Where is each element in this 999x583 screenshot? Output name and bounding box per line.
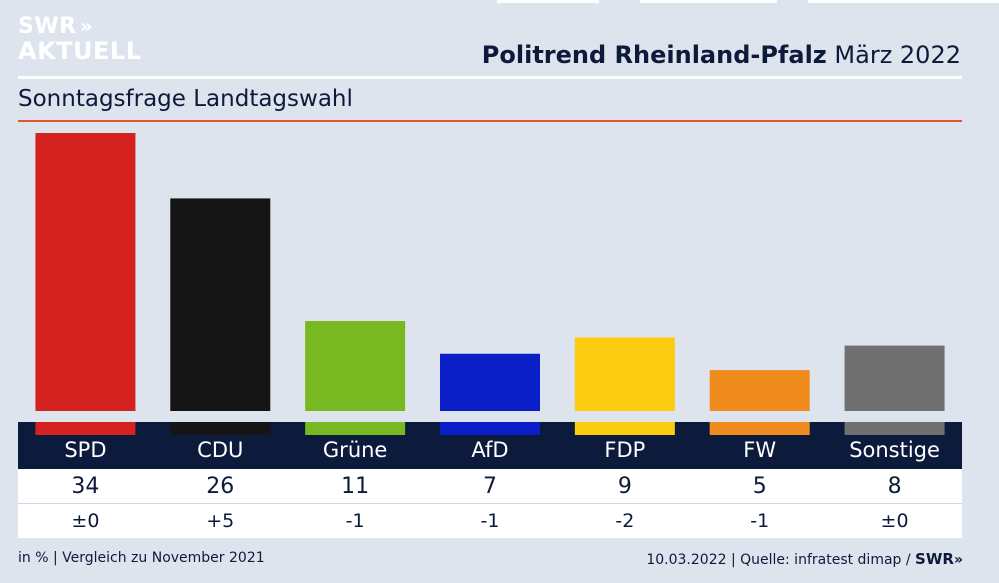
footer-chevrons-icon: »: [953, 552, 963, 568]
category-label: FW: [743, 438, 777, 462]
category-label: Sonstige: [849, 438, 940, 462]
subtitle-divider: [18, 120, 962, 122]
footer-note: in % | Vergleich zu November 2021: [18, 550, 265, 566]
change-label: ±0: [880, 510, 909, 532]
chart-subtitle: Sonntagsfrage Landtagswahl: [18, 86, 353, 112]
top-edge-line-3: [808, 0, 999, 3]
bar-grüne: [305, 321, 406, 411]
value-label: 9: [617, 474, 632, 499]
bar-strip-afd: [440, 422, 540, 435]
bar-strip-cdu: [170, 422, 271, 435]
category-label: AfD: [471, 438, 509, 462]
bar-cdu: [170, 198, 271, 411]
top-edge-line-1: [497, 0, 599, 3]
change-label: -1: [480, 510, 500, 532]
value-label: 5: [752, 474, 767, 499]
logo-aktuell-text: AKTUELL: [18, 37, 142, 65]
swr-aktuell-logo: SWR» AKTUELL: [18, 14, 142, 64]
values-table-divider: [18, 503, 962, 504]
category-label: CDU: [197, 438, 244, 462]
value-label: 34: [71, 474, 100, 499]
logo-swr-text: SWR: [18, 14, 77, 39]
bar-sonstige: [844, 345, 945, 411]
chart-title: Politrend Rheinland-Pfalz: [481, 41, 827, 69]
footer-brand: SWR: [915, 550, 954, 568]
chart-date: März 2022: [834, 41, 961, 69]
change-label: -1: [345, 510, 365, 532]
change-label: -2: [615, 510, 635, 532]
footer-source: 10.03.2022 | Quelle: infratest dimap / S…: [646, 550, 963, 568]
change-label: -1: [750, 510, 770, 532]
header-divider: [18, 76, 962, 79]
bar-strip-fdp: [574, 422, 675, 435]
bar-strip-spd: [35, 422, 136, 435]
value-label: 26: [206, 474, 235, 499]
bar-spd: [35, 133, 136, 411]
bar-fw: [709, 370, 810, 411]
top-edge-line-2: [640, 0, 777, 3]
bar-fdp: [574, 337, 675, 411]
value-label: 11: [341, 474, 370, 499]
bar-afd: [440, 353, 540, 411]
chart-headline: Politrend Rheinland-Pfalz März 2022: [482, 41, 961, 69]
change-label: +5: [206, 510, 235, 532]
category-label: Grüne: [322, 438, 388, 462]
value-label: 8: [887, 474, 902, 499]
category-label: SPD: [64, 438, 107, 462]
change-label: ±0: [71, 510, 100, 532]
bar-strip-grüne: [305, 422, 406, 435]
value-label: 7: [483, 474, 497, 499]
category-label: FDP: [604, 438, 646, 462]
footer-source-text: 10.03.2022 | Quelle: infratest dimap /: [646, 552, 911, 568]
bar-strip-fw: [709, 422, 810, 435]
bar-strip-sonstige: [844, 422, 945, 435]
